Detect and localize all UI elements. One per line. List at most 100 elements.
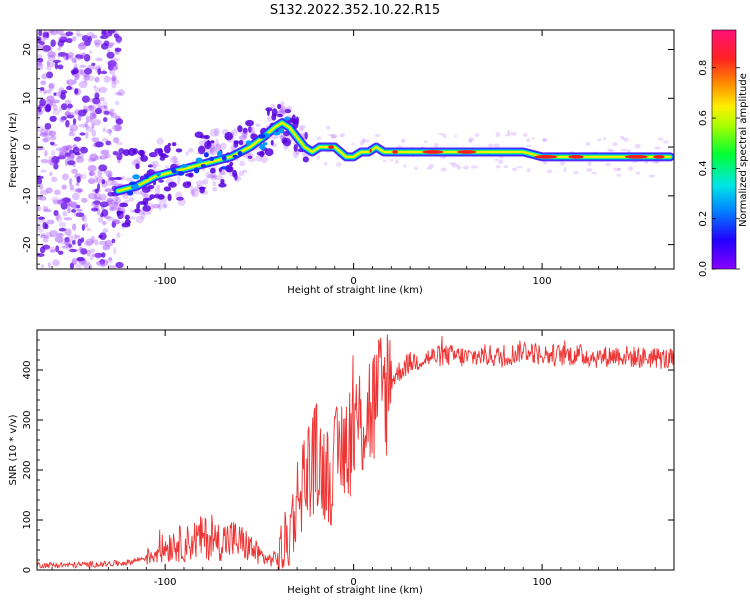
spectral-blob: [100, 262, 106, 268]
spectral-blob: [173, 160, 180, 167]
spectral-blob: [45, 103, 52, 112]
spectral-blob: [175, 191, 183, 200]
spectral-blob: [39, 132, 48, 137]
spectral-blob: [242, 169, 248, 174]
snr-marks: [37, 334, 674, 570]
spectral-blob: [66, 243, 74, 251]
spectral-blob: [98, 240, 108, 246]
spectral-blob: [426, 167, 433, 170]
ridge-blob: [232, 154, 238, 158]
y-tick-label: 400: [22, 360, 33, 379]
spectral-blob: [109, 76, 117, 82]
spectral-blob: [135, 215, 144, 224]
spectral-blob: [72, 118, 77, 125]
spectral-blob: [363, 139, 370, 143]
figure-title: S132.2022.352.10.22.R15: [270, 3, 440, 18]
spectral-blob: [116, 156, 123, 161]
spectral-blob: [620, 148, 628, 152]
spectral-blob: [134, 208, 141, 214]
spectral-blob: [95, 99, 102, 107]
spectral-blob: [74, 188, 83, 193]
spectral-blob: [84, 124, 90, 129]
spectral-blob: [215, 138, 219, 147]
spectral-blob: [103, 109, 111, 116]
spectral-blob: [210, 140, 215, 144]
spectral-blob: [58, 227, 67, 232]
snr-frame: [36, 329, 675, 571]
spectral-blob: [91, 137, 100, 143]
spectral-blob: [591, 171, 598, 175]
spectral-blob: [42, 32, 49, 38]
spectral-blob: [162, 203, 167, 209]
ridge-hotspot: [624, 155, 648, 159]
spectral-blob: [76, 54, 83, 61]
spectral-blob: [196, 151, 205, 155]
spectral-blob: [108, 206, 118, 212]
x-tick-label: -100: [154, 276, 177, 287]
spectral-blob: [57, 232, 64, 236]
spectral-blob: [573, 170, 579, 175]
spectral-blob: [613, 167, 620, 172]
spectral-blob: [316, 136, 322, 141]
spectral-blob: [74, 152, 81, 156]
ridge-blob: [177, 171, 185, 176]
spectral-blob: [438, 132, 445, 136]
spectral-blob: [127, 147, 136, 157]
spectral-blob: [233, 175, 242, 183]
spectral-blob: [107, 30, 116, 34]
spectral-blob: [62, 54, 71, 61]
spectral-blob: [280, 101, 285, 107]
spectral-blob: [94, 92, 100, 100]
spectral-blob: [110, 63, 115, 70]
spectral-blob: [644, 160, 649, 164]
spectral-blob: [39, 184, 44, 190]
spectral-blob: [129, 209, 135, 213]
spectral-blob: [43, 232, 53, 239]
spectral-blob: [403, 164, 407, 168]
spectral-blob: [49, 101, 54, 107]
spectral-blob: [108, 177, 116, 181]
spectral-blob: [67, 200, 77, 208]
spectral-blob: [245, 119, 254, 127]
spectral-blob: [286, 105, 292, 111]
spectral-blob: [114, 124, 123, 132]
spectral-blob: [102, 244, 111, 251]
spectral-blob: [109, 70, 116, 75]
spectral-blob: [151, 203, 161, 209]
snr-ticks: -100 0 100 0 100 200 300 400: [22, 330, 675, 588]
colorbar-tick-label: 0.6: [698, 110, 709, 126]
spectral-blob: [44, 122, 52, 130]
spectral-blob: [242, 131, 248, 138]
spectral-blob: [58, 40, 64, 49]
spectral-blob: [295, 146, 300, 156]
spectral-blob: [106, 170, 113, 178]
spectral-blob: [61, 245, 69, 249]
ridge-hotspot: [534, 155, 558, 159]
spectral-blob: [612, 142, 618, 147]
spectral-blob: [77, 109, 87, 117]
ridge-blob: [126, 190, 134, 196]
spectral-blob: [40, 264, 45, 269]
spectral-blob: [207, 174, 216, 179]
spectral-blob: [99, 193, 107, 201]
spectral-blob: [48, 83, 54, 89]
spectral-blob: [157, 194, 165, 200]
spectral-blob: [389, 158, 394, 162]
spectral-blob: [156, 137, 164, 145]
spectral-blob: [238, 170, 245, 177]
spectral-blob: [596, 138, 602, 142]
spectral-blob: [88, 104, 97, 111]
spectral-blob: [80, 146, 89, 154]
spectral-blob: [283, 142, 289, 151]
spectral-blob: [510, 132, 517, 136]
spectral-blob: [94, 188, 99, 194]
spectral-blob: [66, 79, 70, 85]
spectral-blob: [103, 215, 112, 219]
spectral-blob: [72, 67, 79, 74]
spectral-blob: [139, 189, 147, 197]
spectral-blob: [113, 219, 121, 224]
spectral-blob: [69, 124, 79, 132]
spectral-blob: [494, 158, 499, 161]
spectral-blob: [189, 185, 195, 195]
spectral-blob: [94, 42, 100, 48]
